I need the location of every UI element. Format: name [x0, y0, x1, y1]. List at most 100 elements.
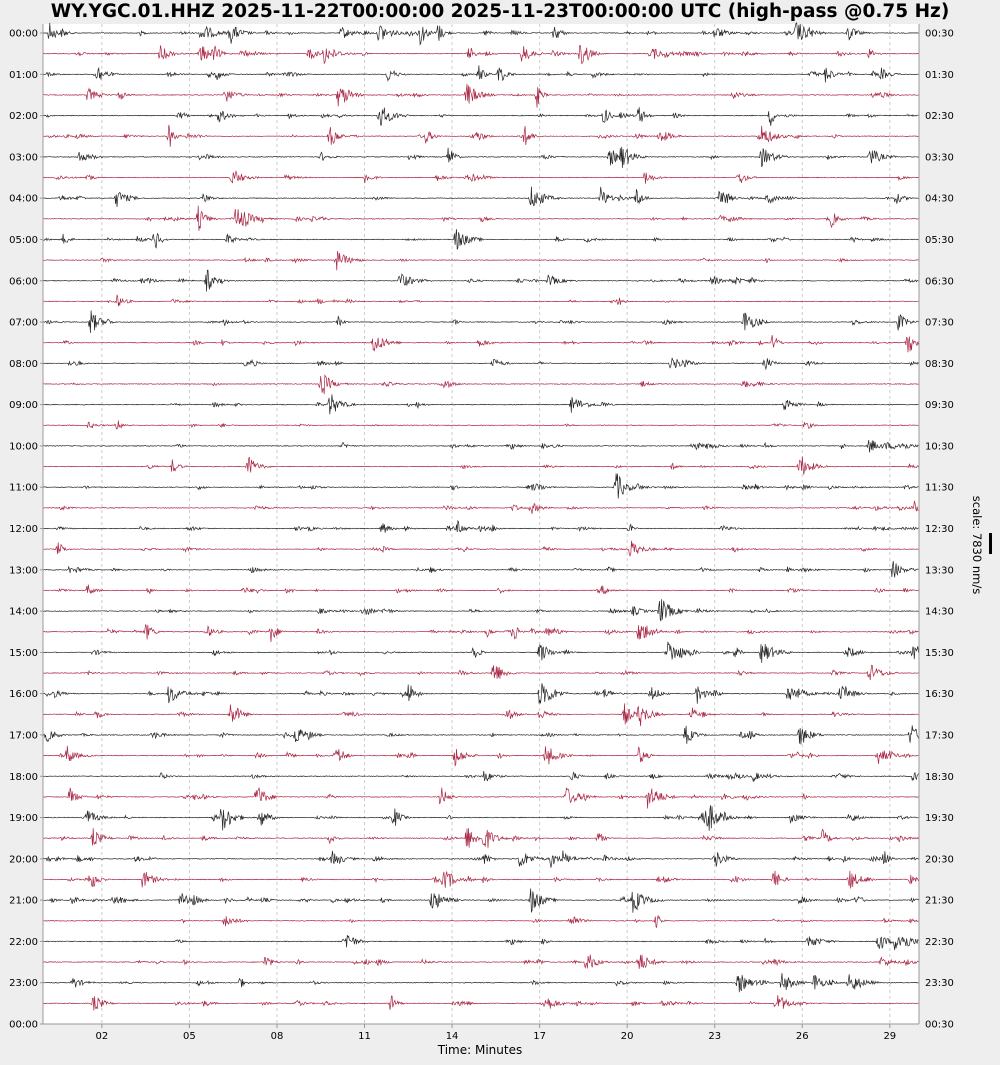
scale-text: scale: 7830 nm/s [970, 495, 984, 595]
trace-row [43, 915, 919, 929]
trace-row [43, 310, 919, 333]
x-tick-label: 08 [271, 1031, 284, 1042]
right-time-label: 02:30 [925, 111, 954, 122]
trace-row [43, 456, 919, 475]
x-tick-label: 23 [708, 1031, 721, 1042]
left-time-label: 19:00 [9, 813, 38, 824]
left-time-label: 10:00 [9, 441, 38, 452]
chart-title: WY.YGC.01.HHZ 2025-11-22T00:00:00 2025-1… [50, 1, 950, 22]
trace-row [43, 22, 919, 46]
trace-row [43, 107, 919, 126]
left-time-label: 23:00 [9, 978, 38, 989]
left-time-label: 06:00 [9, 276, 38, 287]
trace-row [43, 995, 919, 1011]
trace-row [43, 374, 919, 395]
trace-row [43, 828, 919, 849]
trace-row [43, 725, 919, 745]
right-time-label: 15:30 [925, 648, 954, 659]
x-tick-label: 11 [358, 1031, 371, 1042]
right-time-label: 04:30 [925, 194, 954, 205]
x-tick-label: 29 [883, 1031, 896, 1042]
trace-row [43, 229, 919, 250]
right-time-label: 16:30 [925, 689, 954, 700]
trace-row [43, 787, 919, 809]
right-time-label: 22:30 [925, 937, 954, 948]
left-time-label: 00:00 [9, 1020, 38, 1031]
trace-row [43, 205, 919, 231]
trace-row [43, 146, 919, 168]
trace-row [43, 745, 919, 767]
left-time-label: 12:00 [9, 524, 38, 535]
left-time-label: 21:00 [9, 896, 38, 907]
trace-row [43, 269, 919, 292]
right-time-label: 01:30 [925, 70, 954, 81]
trace-row [43, 850, 919, 868]
trace-row [43, 170, 919, 184]
left-time-label: 13:00 [9, 565, 38, 576]
right-time-label: 07:30 [925, 318, 954, 329]
right-time-label: 17:30 [925, 730, 954, 741]
right-time-label: 11:30 [925, 483, 954, 494]
trace-row [43, 186, 919, 208]
trace-row [43, 703, 919, 727]
right-time-label: 12:30 [925, 524, 954, 535]
right-time-label: 14:30 [925, 607, 954, 618]
left-time-label: 17:00 [9, 730, 38, 741]
left-time-label: 20:00 [9, 854, 38, 865]
trace-row [43, 805, 919, 831]
trace-row [43, 561, 919, 578]
left-time-label: 00:00 [9, 29, 38, 40]
trace-row [43, 251, 919, 271]
left-time-label: 05:00 [9, 235, 38, 246]
trace-row [43, 44, 919, 65]
trace-row [43, 641, 919, 663]
left-time-label: 07:00 [9, 318, 38, 329]
left-time-label: 04:00 [9, 194, 38, 205]
right-time-label: 10:30 [925, 441, 954, 452]
x-tick-label: 02 [95, 1031, 108, 1042]
trace-row [43, 770, 919, 782]
trace-row [43, 888, 919, 913]
trace-row [43, 500, 919, 514]
trace-row [43, 65, 919, 83]
right-time-label: 23:30 [925, 978, 954, 989]
left-time-label: 18:00 [9, 772, 38, 783]
trace-row [43, 440, 919, 453]
trace-row [43, 870, 919, 889]
left-time-label: 15:00 [9, 648, 38, 659]
right-time-label: 20:30 [925, 854, 954, 865]
right-time-label: 00:30 [925, 29, 954, 40]
x-tick-label: 14 [446, 1031, 459, 1042]
right-time-label: 13:30 [925, 565, 954, 576]
right-time-label: 06:30 [925, 276, 954, 287]
plot-area [43, 24, 919, 1024]
trace-row [43, 540, 919, 557]
trace-row [43, 519, 919, 533]
left-time-label: 01:00 [9, 70, 38, 81]
right-time-label: 00:30 [925, 1020, 954, 1031]
scale-label: scale: 7830 nm/s [967, 490, 987, 600]
x-axis-label: Time: Minutes [437, 1043, 523, 1057]
trace-row [43, 83, 919, 108]
right-time-label: 21:30 [925, 896, 954, 907]
right-time-label: 19:30 [925, 813, 954, 824]
left-time-label: 03:00 [9, 152, 38, 163]
left-time-label: 02:00 [9, 111, 38, 122]
right-time-label: 05:30 [925, 235, 954, 246]
trace-row [43, 624, 919, 643]
trace-row [43, 335, 919, 353]
trace-row [43, 357, 919, 371]
trace-row [43, 683, 919, 704]
trace-row [43, 473, 919, 499]
right-time-label: 03:30 [925, 152, 954, 163]
x-tick-label: 05 [183, 1031, 196, 1042]
trace-row [43, 124, 919, 147]
x-tick-label: 26 [796, 1031, 809, 1042]
left-time-label: 16:00 [9, 689, 38, 700]
right-time-label: 18:30 [925, 772, 954, 783]
trace-row [43, 420, 919, 430]
trace-row [43, 935, 919, 951]
trace-row [43, 294, 919, 307]
trace-row [43, 664, 919, 681]
